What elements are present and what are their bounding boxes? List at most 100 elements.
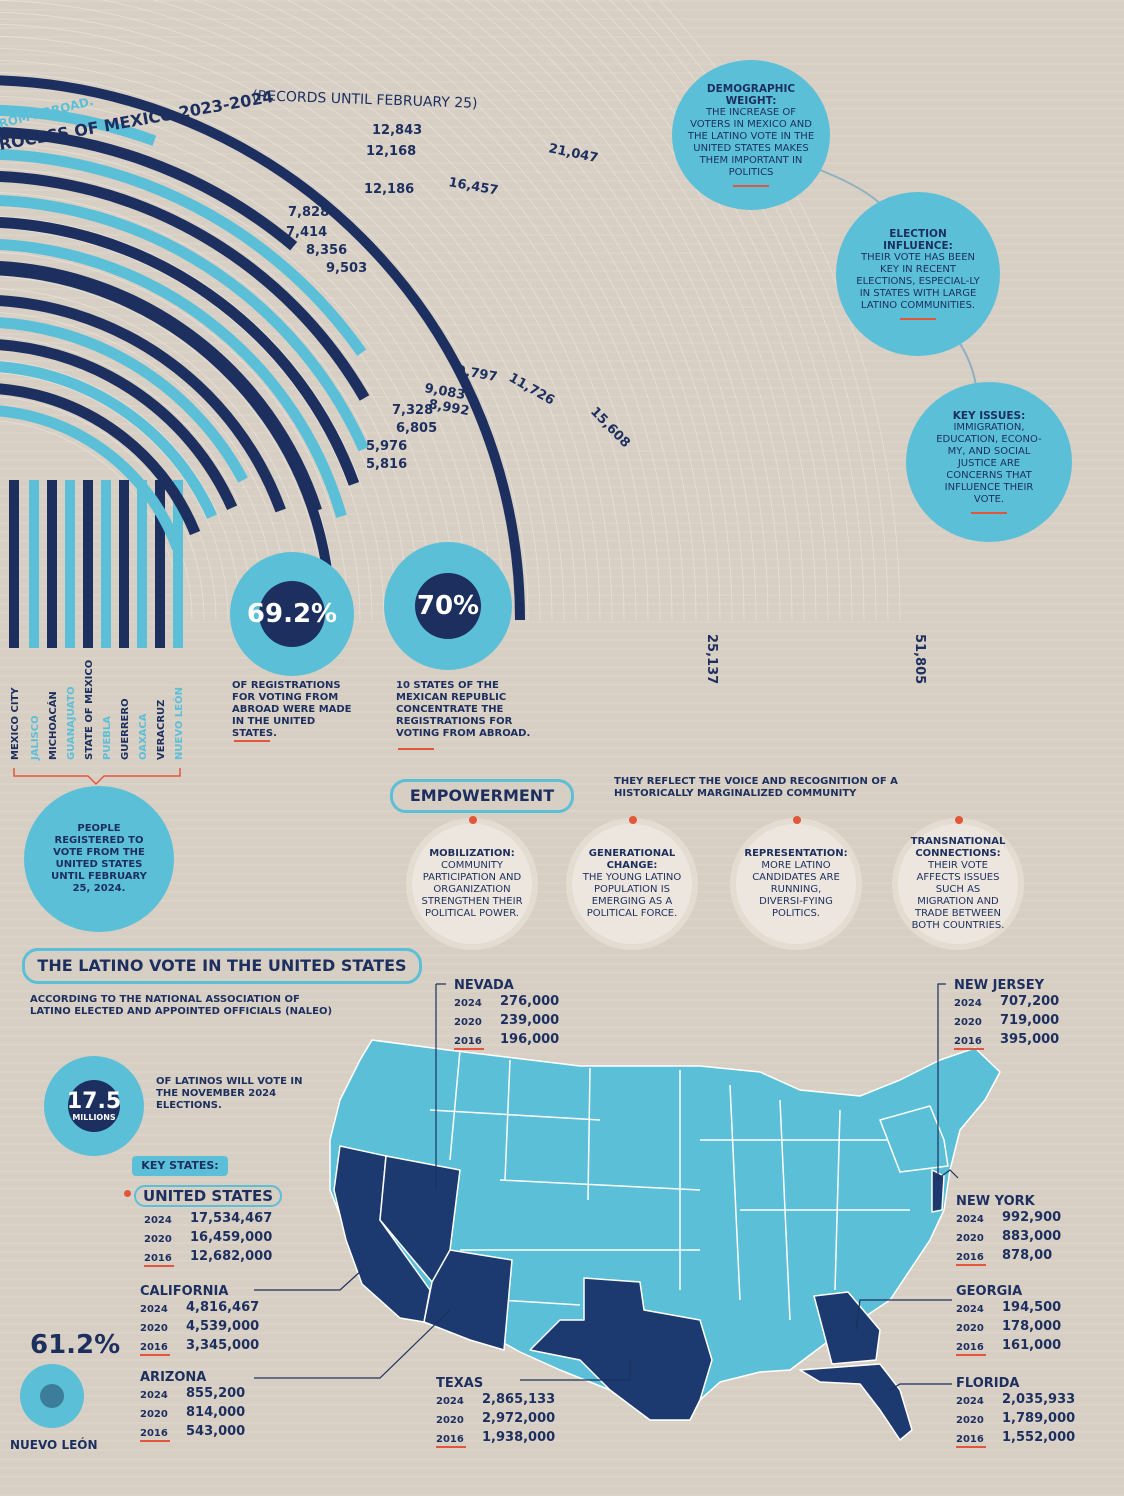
value: 2,865,133 [482, 1392, 556, 1407]
arc-bar [0, 217, 360, 486]
empowerment-transnational: TRANSNATIONAL CONNECTIONS: THEIR VOTE AF… [892, 816, 1024, 950]
state-name: CALIFORNIA [140, 1284, 229, 1299]
row: 2016 1,938,000 [436, 1429, 555, 1448]
background-arc [626, 0, 877, 621]
value-label: 7,414 [286, 225, 327, 240]
background-arc [337, 0, 697, 621]
millions-inner: 17.5 MILLIONS [67, 1080, 121, 1132]
background-arc [0, 360, 241, 621]
arc-bar [0, 405, 183, 551]
stat-69-value: 69.2% [246, 599, 338, 629]
background-arc [0, 47, 553, 621]
row: 2016 161,000 [956, 1337, 1061, 1356]
arc-bar [0, 126, 298, 251]
background-arc [0, 144, 457, 621]
category-label: PUEBLA [102, 716, 113, 760]
year: 2024 [956, 1214, 984, 1225]
background-arc [540, 0, 817, 621]
year: 2024 [954, 998, 982, 1009]
value: 1,938,000 [482, 1430, 556, 1445]
year: 2016 [956, 1342, 984, 1353]
value-label: 9,083 [423, 381, 466, 403]
state-name: TEXAS [436, 1376, 484, 1391]
bubble-body: THE INCREASE OF VOTERS IN MEXICO AND THE… [687, 107, 815, 178]
background-arc [258, 0, 661, 621]
year: 2016 [954, 1036, 982, 1047]
value: 707,200 [1000, 994, 1060, 1009]
georgia-box: GEORGIA 2024 194,500 2020 178,000 2016 161,… [956, 1284, 1061, 1356]
emp-body: THE YOUNG LATINO POPULATION IS EMERGING … [582, 872, 682, 919]
red-dot [629, 816, 637, 824]
value-label: 51,805 [912, 634, 927, 684]
value: 276,000 [500, 994, 560, 1009]
year: 2024 [436, 1396, 464, 1407]
value-label: 9,503 [326, 261, 367, 276]
background-arc [0, 228, 373, 621]
underline [900, 318, 936, 320]
value-label: 12,186 [364, 182, 414, 197]
background-arc [192, 0, 637, 621]
value: 855,200 [186, 1386, 246, 1401]
row: 2020 4,539,000 [140, 1318, 259, 1337]
state-florida [799, 1363, 913, 1441]
state-name: NEW JERSEY [954, 978, 1045, 993]
emp-body: MORE LATINO CANDIDATES ARE RUNNING, DIVE… [752, 860, 840, 919]
us-row-2024: 2024 17,534,467 [144, 1210, 272, 1229]
background-arc [659, 0, 901, 621]
underline [144, 1265, 174, 1267]
year: 2016 [956, 1252, 984, 1263]
value-label: 5,976 [366, 439, 407, 454]
row: 2024 855,200 [140, 1385, 245, 1404]
year: 2016 [140, 1428, 168, 1439]
nuevo-leon-circle [20, 1364, 84, 1428]
stat-69-text: OF REGISTRATIONS FOR VOTING FROM ABROAD … [232, 680, 352, 739]
year: 2016 [144, 1253, 172, 1264]
state-name: NEVADA [454, 978, 514, 993]
millions-circle: 17.5 MILLIONS [44, 1056, 144, 1156]
row: 2024 992,900 [956, 1209, 1061, 1228]
arizona-box: ARIZONA 2024 855,200 2020 814,000 2016 543,… [140, 1370, 245, 1442]
bubble-title: DEMOGRAPHIC WEIGHT: [706, 83, 796, 107]
background-arc [0, 396, 205, 621]
nevada-box: NEVADA 2024 276,000 2020 239,000 2016 196,0… [454, 978, 559, 1050]
background-arc [0, 276, 325, 621]
background-arc [100, 0, 613, 621]
year: 2020 [454, 1017, 482, 1028]
texas-box: TEXAS 2024 2,865,133 2020 2,972,000 2016 1,… [436, 1376, 555, 1448]
us-label: UNITED STATES [134, 1185, 282, 1207]
value: 719,000 [1000, 1013, 1060, 1028]
red-dot [793, 816, 801, 824]
arc-bar [0, 383, 201, 536]
value: 4,539,000 [186, 1319, 260, 1334]
year: 2024 [140, 1304, 168, 1315]
emp-body: COMMUNITY PARTICIPATION AND ORGANIZATION… [421, 860, 523, 919]
row: 2020 814,000 [140, 1404, 245, 1423]
value-label: 9,797 [455, 363, 498, 385]
us-values: 2024 17,534,467 2020 16,459,000 2016 12,682… [144, 1210, 272, 1267]
value: 16,459,000 [190, 1230, 273, 1245]
nuevo-leon-pct: 61.2% [30, 1330, 121, 1360]
empowerment-mobilization: MOBILIZATION: COMMUNITY PARTICIPATION AN… [406, 816, 538, 950]
row: 2020 239,000 [454, 1012, 559, 1031]
background-arc [484, 0, 781, 621]
bubble-title: ELECTION INFLUENCE: [883, 228, 953, 252]
row: 2016 543,000 [140, 1423, 245, 1442]
emp-title: TRANSNATIONAL CONNECTIONS: [910, 836, 1006, 859]
background-arc [383, 0, 721, 621]
arc-bar [0, 295, 286, 513]
row: 2024 707,200 [954, 993, 1059, 1012]
value-label: 12,168 [366, 144, 416, 159]
category-label: VERACRUZ [156, 700, 167, 760]
background-arc [445, 0, 757, 621]
year: 2024 [956, 1304, 984, 1315]
millions-unit: MILLIONS [72, 1112, 116, 1122]
millions-text: OF LATINOS WILL VOTE IN THE NOVEMBER 202… [156, 1076, 303, 1111]
category-label: GUANAJUATO [66, 686, 77, 760]
bubble-body: THEIR VOTE HAS BEEN KEY IN RECENT ELECTI… [856, 252, 980, 311]
row: 2024 194,500 [956, 1299, 1061, 1318]
year: 2016 [454, 1036, 482, 1047]
year: 2016 [956, 1434, 984, 1445]
category-label: OAXACA [138, 713, 149, 760]
year: 2016 [140, 1342, 168, 1353]
year: 2020 [140, 1323, 168, 1334]
